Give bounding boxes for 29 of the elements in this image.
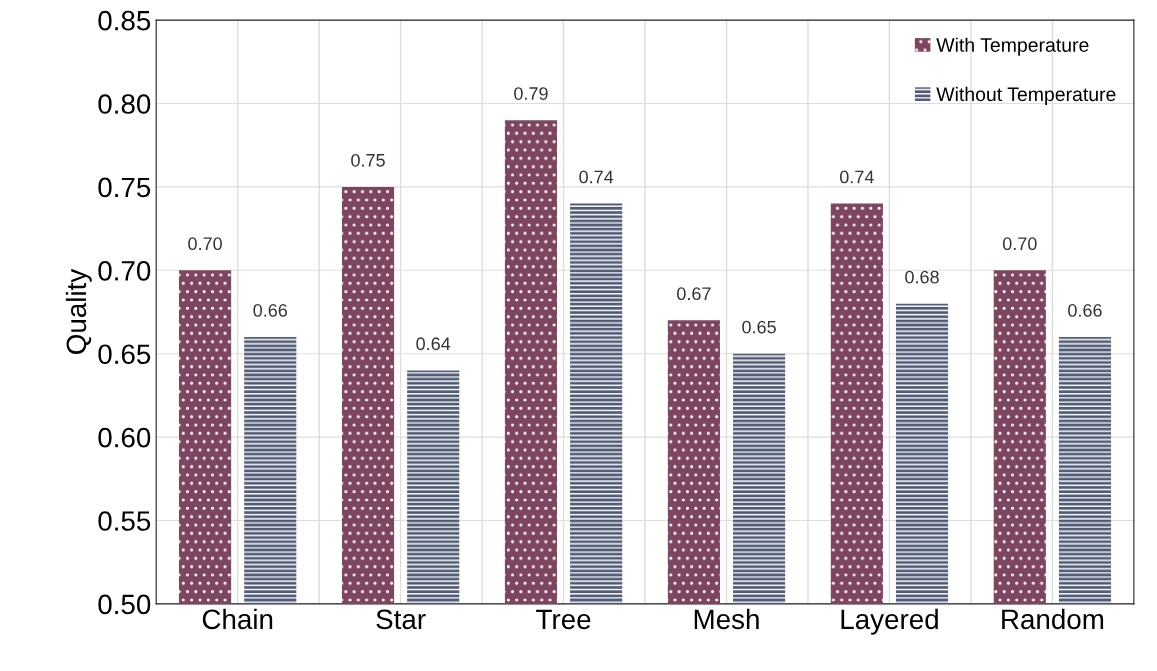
data-label: 0.79 — [514, 87, 548, 100]
data-label: 0.75 — [351, 153, 385, 167]
y-tick-label: 0.55 — [98, 511, 151, 531]
data-label: 0.66 — [253, 304, 288, 317]
data-label: 0.66 — [1068, 304, 1102, 317]
data-label: 0.68 — [905, 270, 939, 284]
y-tick-label: 0.80 — [98, 94, 151, 114]
data-label: 0.74 — [839, 170, 874, 184]
y-tick-label: 0.85 — [98, 10, 151, 31]
data-label: 0.65 — [742, 320, 776, 334]
y-tick-label: 0.60 — [98, 427, 151, 448]
x-tick-label: Tree — [536, 609, 591, 630]
x-tick-label: Mesh — [694, 608, 759, 630]
x-tick-label: Star — [376, 609, 426, 630]
y-axis-title: Quality — [65, 268, 92, 354]
data-label: 0.74 — [579, 170, 614, 184]
x-tick-label: Chain — [202, 608, 273, 630]
y-tick-label: 0.75 — [98, 177, 151, 198]
y-tick-label: 0.70 — [98, 260, 151, 281]
legend-label: With Temperature — [936, 37, 1089, 56]
y-tick-label: 0.65 — [98, 344, 151, 365]
x-tick-label: Layered — [841, 608, 938, 635]
data-label: 0.70 — [188, 237, 222, 251]
x-tick-label: Random — [1002, 608, 1104, 630]
data-label: 0.64 — [416, 337, 451, 351]
legend-label: Without Temperature — [936, 86, 1116, 105]
data-label: 0.67 — [677, 287, 711, 301]
y-tick-label: 0.50 — [98, 594, 151, 615]
data-label: 0.70 — [1002, 237, 1037, 251]
